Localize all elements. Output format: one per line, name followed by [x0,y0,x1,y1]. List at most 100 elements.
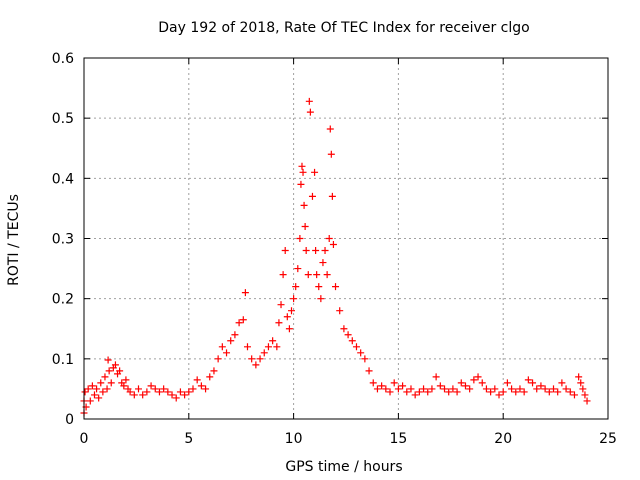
data-point [566,388,574,396]
data-point [399,382,407,390]
data-point [147,382,155,390]
x-tick-label: 20 [494,431,512,447]
data-point [227,337,235,345]
data-point [155,388,163,396]
data-point [206,373,214,381]
data-point [365,367,373,375]
data-point [172,394,180,402]
data-point [415,388,423,396]
data-point [382,385,390,393]
data-point [491,385,499,393]
data-point [328,192,336,200]
data-point [210,367,218,375]
data-point [361,355,369,363]
data-point [373,385,381,393]
data-point [126,388,134,396]
data-point [88,382,96,390]
data-point [197,382,205,390]
data-point [537,382,545,390]
data-point [97,379,105,387]
data-point [323,271,331,279]
x-tick-label: 15 [389,431,407,447]
data-point [482,385,490,393]
data-point [357,349,365,357]
data-point [168,391,176,399]
data-point [235,319,243,327]
y-tick-label: 0.6 [52,51,74,67]
data-point [441,385,449,393]
data-point [84,385,92,393]
data-point [130,391,138,399]
data-point [296,235,304,242]
data-point [301,222,309,230]
data-point [288,307,296,315]
data-point [297,180,305,188]
data-point [273,343,281,351]
data-point [300,201,308,209]
data-point [218,343,226,351]
data-point [407,385,415,393]
data-point [164,388,172,396]
data-point [457,379,465,387]
data-point [302,247,310,255]
data-point [104,356,112,364]
data-point [453,388,461,396]
data-point [269,337,277,345]
data-point [581,391,589,399]
data-point [86,397,94,405]
data-point [386,388,394,396]
data-point [241,289,249,297]
data-point [516,385,524,393]
data-point [470,376,478,384]
data-point [461,382,469,390]
data-points [80,97,591,417]
data-point [321,247,329,255]
data-point [264,343,272,351]
data-point [306,108,314,116]
data-point [260,349,268,357]
x-tick-label: 25 [599,431,617,447]
data-point [348,337,356,345]
x-axis-label: GPS time / hours [285,459,402,475]
data-point [577,379,585,387]
data-point [533,385,541,393]
data-point [326,125,334,133]
data-point [305,97,313,105]
data-point [281,247,289,255]
data-point [445,388,453,396]
data-point [424,388,432,396]
data-point [290,295,298,303]
data-point [120,382,128,390]
data-point [319,259,327,267]
data-point [116,367,124,375]
data-point [308,192,316,200]
x-tick-label: 10 [285,431,303,447]
data-point [214,355,222,363]
data-point [378,382,386,390]
data-point [449,385,457,393]
data-point [512,388,520,396]
data-point [466,385,474,393]
data-point [151,385,159,393]
data-point [139,391,147,399]
data-point [575,373,583,381]
y-tick-label: 0.1 [52,352,74,368]
data-point [394,385,402,393]
data-point [336,307,344,315]
data-point [176,388,184,396]
data-point [223,349,231,357]
data-point [317,295,325,303]
data-point [541,385,549,393]
data-point [202,385,210,393]
data-point [583,397,591,405]
data-point [134,385,142,393]
y-tick-label: 0.2 [52,292,74,308]
data-point [550,385,558,393]
data-point [340,325,348,333]
data-point [352,343,360,351]
data-point [93,385,101,393]
y-axis-label: ROTI / TECUs [6,194,22,286]
data-point [390,379,398,387]
data-point [332,283,340,291]
